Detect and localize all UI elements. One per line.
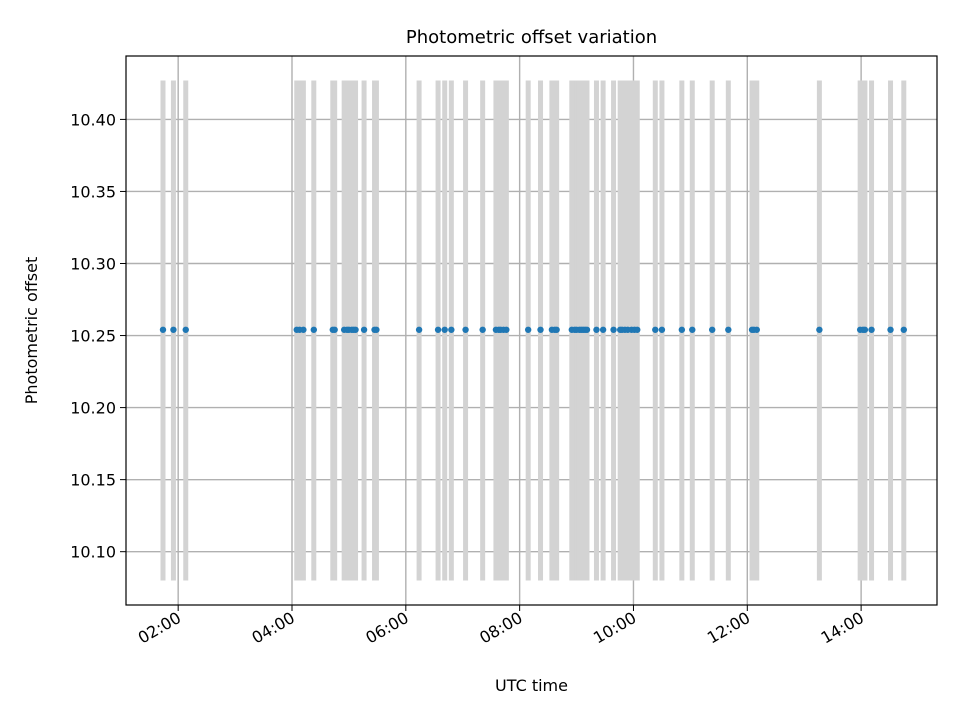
data-point	[415, 326, 423, 333]
grid-lines	[126, 56, 937, 605]
y-tick-label: 10.15	[70, 471, 116, 490]
data-point	[373, 326, 380, 333]
data-point	[170, 326, 177, 333]
data-point	[816, 326, 823, 333]
x-tick-label: 14:00	[818, 608, 867, 648]
data-point	[652, 326, 659, 333]
y-axis-label: Photometric offset	[22, 257, 41, 405]
data-point	[441, 326, 448, 333]
x-ticks: 02:00 04:00 06:00 08:00 10:00 12:00 14:00	[135, 605, 867, 648]
plot-frame	[125, 55, 938, 606]
y-tick-label: 10.20	[70, 399, 116, 418]
y-tick-label: 10.25	[70, 327, 116, 346]
data-point	[159, 326, 167, 333]
x-tick-label: 02:00	[135, 608, 184, 648]
data-point	[462, 326, 469, 333]
x-tick-label: 04:00	[249, 608, 298, 648]
data-point	[708, 326, 716, 333]
x-tick-label: 06:00	[362, 608, 411, 648]
data-point	[503, 326, 510, 333]
data-point	[861, 326, 869, 333]
x-axis-label: UTC time	[495, 676, 568, 695]
data-point	[753, 326, 760, 333]
data-point	[352, 326, 359, 333]
y-tick-label: 10.10	[70, 543, 116, 562]
data-point	[479, 326, 486, 333]
data-point	[524, 326, 532, 333]
data-point	[434, 326, 442, 333]
data-points	[159, 326, 908, 333]
x-tick-label: 10:00	[590, 608, 639, 648]
y-tick-label: 10.30	[70, 254, 116, 273]
x-tick-label: 08:00	[476, 608, 525, 648]
y-ticks: 10.10 10.15 10.20 10.25 10.30 10.35 10.40	[70, 110, 126, 562]
data-point	[300, 326, 307, 333]
data-point	[182, 326, 189, 333]
data-point	[678, 326, 686, 333]
data-point	[537, 326, 544, 333]
x-tick-label: 12:00	[704, 608, 753, 648]
data-point	[553, 326, 560, 333]
data-point	[868, 326, 875, 333]
data-point	[658, 326, 666, 333]
chart-title: Photometric offset variation	[406, 27, 657, 48]
error-bars	[160, 80, 907, 581]
data-point	[900, 326, 908, 333]
data-point	[360, 326, 368, 333]
data-point	[887, 326, 894, 333]
data-point	[610, 326, 617, 333]
data-point	[583, 326, 591, 333]
y-tick-label: 10.35	[70, 182, 116, 201]
data-point	[448, 326, 455, 333]
data-point	[599, 326, 607, 333]
data-point	[634, 326, 641, 333]
y-tick-label: 10.40	[70, 110, 116, 129]
data-point	[310, 326, 318, 333]
data-point	[331, 326, 338, 333]
data-point	[689, 326, 696, 333]
data-point	[725, 326, 732, 333]
data-point	[593, 326, 600, 333]
